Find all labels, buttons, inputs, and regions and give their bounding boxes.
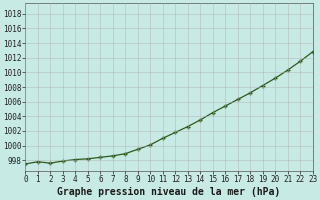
X-axis label: Graphe pression niveau de la mer (hPa): Graphe pression niveau de la mer (hPa): [57, 187, 281, 197]
